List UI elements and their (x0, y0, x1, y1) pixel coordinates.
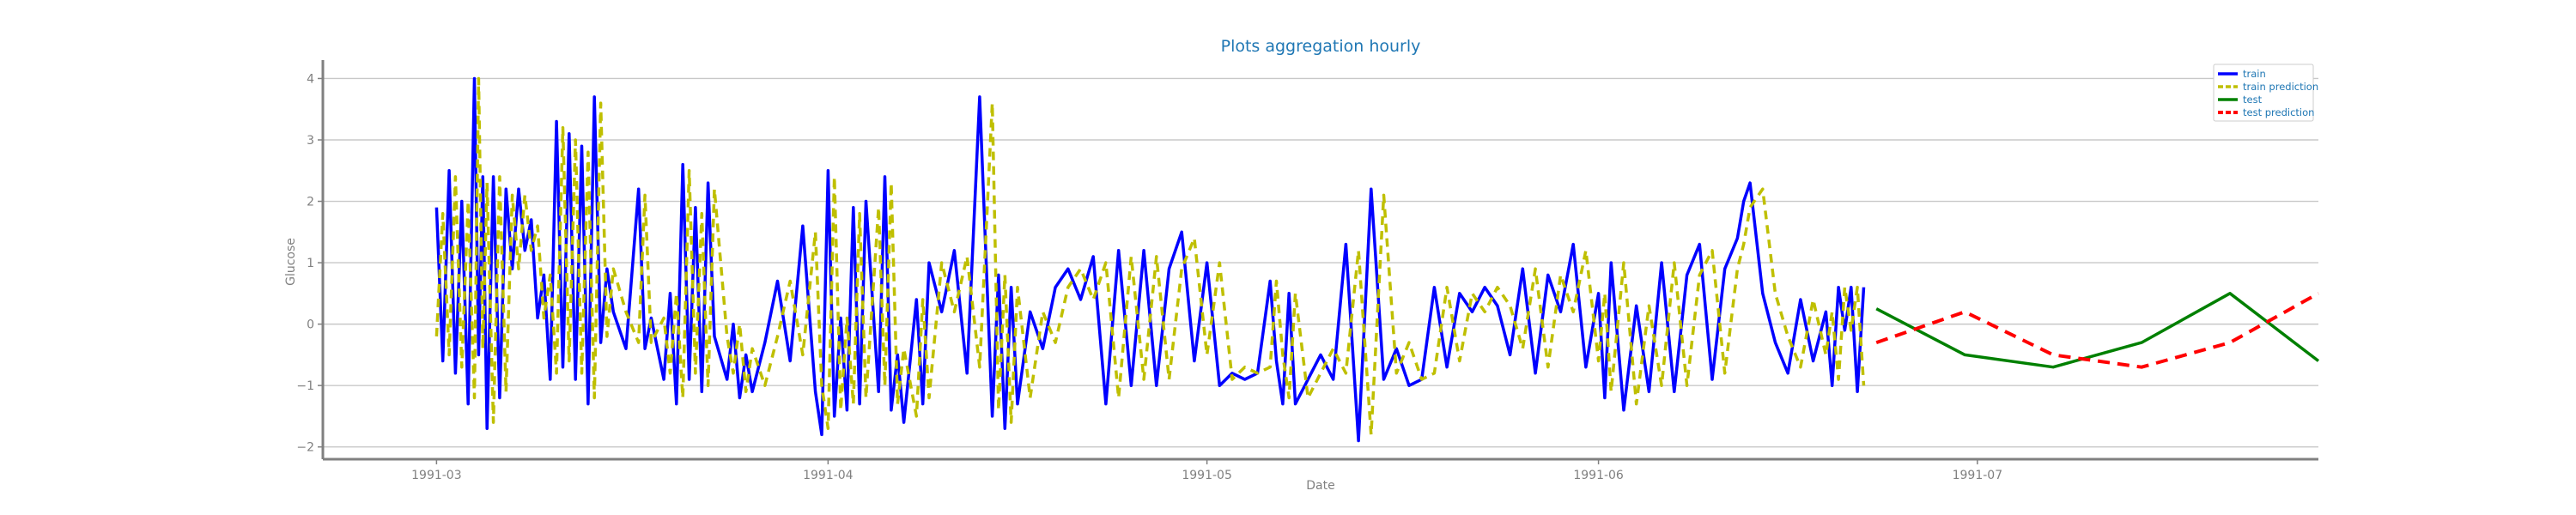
legend-label: test (2243, 94, 2263, 106)
series-line-train (434, 76, 1866, 443)
y-axis-ticks: −2 −1 0 1 2 3 4 (296, 72, 323, 455)
x-tick-label: 1991-07 (1953, 469, 2003, 482)
y-tick-label: 3 (307, 134, 314, 148)
series-line-test (1875, 292, 2320, 369)
x-tick-label: 1991-04 (803, 469, 854, 482)
gridlines (323, 77, 2318, 448)
y-axis-label: Glucose (284, 238, 298, 286)
x-tick-label: 1991-03 (411, 469, 462, 482)
series-line-train-prediction (434, 76, 1866, 437)
legend-label: test prediction (2243, 106, 2314, 118)
legend-label: train (2243, 68, 2266, 80)
y-tick-label: 2 (307, 196, 314, 209)
x-tick-label: 1991-06 (1573, 469, 1624, 482)
legend-label: train prediction (2243, 81, 2318, 93)
x-axis-label: Date (1306, 479, 1334, 493)
y-tick-label: 1 (307, 257, 314, 270)
legend-box (2213, 64, 2314, 122)
y-tick-label: −2 (296, 441, 314, 455)
x-axis-ticks: 1991-03 1991-04 1991-05 1991-06 1991-07 (411, 459, 2002, 482)
chart-title: Plots aggregation hourly (1221, 37, 1421, 56)
y-tick-label: −1 (296, 379, 314, 393)
x-tick-label: 1991-05 (1182, 469, 1232, 482)
series-layer (434, 76, 2320, 443)
y-tick-label: 0 (307, 318, 314, 332)
y-tick-label: 4 (307, 72, 314, 86)
